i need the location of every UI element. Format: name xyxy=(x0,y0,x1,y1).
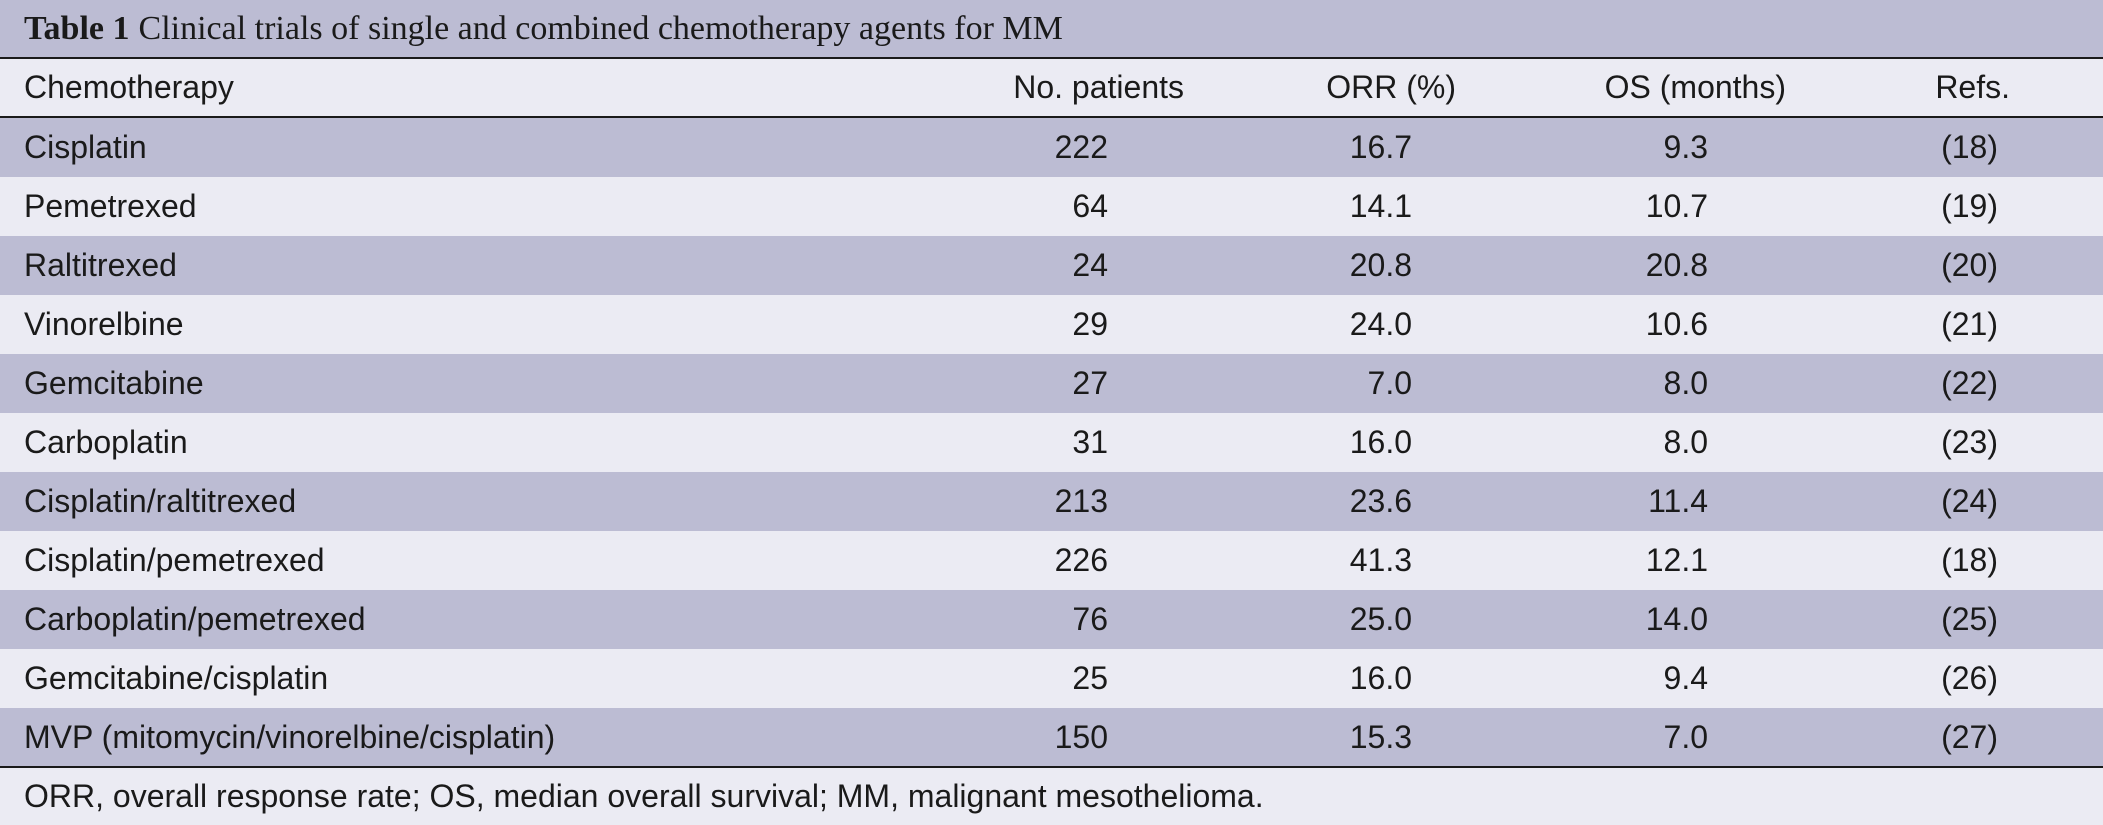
table-row: Carboplatin 31 16.0 8.0 (23) xyxy=(0,413,2103,472)
table-caption: Clinical trials of single and combined c… xyxy=(138,10,1063,47)
cell-chemotherapy: Raltitrexed xyxy=(24,247,177,283)
table-row: Cisplatin 222 16.7 9.3 (18) xyxy=(0,118,2103,177)
cell-chemotherapy: Gemcitabine/cisplatin xyxy=(24,660,329,696)
cell-patients: 25 xyxy=(1072,660,1108,696)
cell-patients: 213 xyxy=(1054,483,1108,519)
table-title-bar: Table 1 Clinical trials of single and com… xyxy=(0,0,2103,57)
table-label: Table 1 xyxy=(24,10,130,47)
cell-chemotherapy: Gemcitabine xyxy=(24,365,204,401)
cell-refs: (22) xyxy=(1941,365,1998,401)
cell-orr: 41.3 xyxy=(1349,542,1412,578)
cell-refs: (25) xyxy=(1941,601,1998,637)
table-row: Pemetrexed 64 14.1 10.7 (19) xyxy=(0,177,2103,236)
header-rule xyxy=(0,116,2103,118)
cell-chemotherapy: Vinorelbine xyxy=(24,306,184,342)
table-header-row: Chemotherapy No. patients ORR (%) OS (mo… xyxy=(0,59,2103,116)
table-row: Raltitrexed 24 20.8 20.8 (20) xyxy=(0,236,2103,295)
table-row: Carboplatin/pemetrexed 76 25.0 14.0 (25) xyxy=(0,590,2103,649)
cell-chemotherapy: MVP (mitomycin/vinorelbine/cisplatin) xyxy=(24,719,556,755)
cell-chemotherapy: Cisplatin/pemetrexed xyxy=(24,542,325,578)
cell-refs: (21) xyxy=(1941,306,1998,342)
table-title: Table 1 Clinical trials of single and com… xyxy=(24,6,1063,52)
cell-orr: 24.0 xyxy=(1349,306,1412,342)
table-row: Cisplatin/raltitrexed 213 23.6 11.4 (24) xyxy=(0,472,2103,531)
cell-patients: 150 xyxy=(1054,719,1108,755)
cell-os: 7.0 xyxy=(1663,719,1708,755)
cell-refs: (18) xyxy=(1941,129,1998,165)
cell-patients: 76 xyxy=(1072,601,1108,637)
cell-orr: 7.0 xyxy=(1367,365,1412,401)
cell-orr: 23.6 xyxy=(1349,483,1412,519)
cell-refs: (26) xyxy=(1941,660,1998,696)
cell-os: 12.1 xyxy=(1645,542,1708,578)
cell-patients: 226 xyxy=(1054,542,1108,578)
table-row: Gemcitabine 27 7.0 8.0 (22) xyxy=(0,354,2103,413)
table-row: MVP (mitomycin/vinorelbine/cisplatin) 150… xyxy=(0,708,2103,767)
cell-patients: 222 xyxy=(1054,129,1108,165)
cell-patients: 64 xyxy=(1072,188,1108,224)
cell-os: 8.0 xyxy=(1663,424,1708,460)
cell-orr: 16.0 xyxy=(1349,660,1412,696)
cell-orr: 16.0 xyxy=(1349,424,1412,460)
cell-orr: 20.8 xyxy=(1349,247,1412,283)
cell-patients: 29 xyxy=(1072,306,1108,342)
table-row: Vinorelbine 29 24.0 10.6 (21) xyxy=(0,295,2103,354)
cell-os: 9.3 xyxy=(1663,129,1708,165)
cell-chemotherapy: Pemetrexed xyxy=(24,188,197,224)
header-os: OS (months) xyxy=(1604,69,1786,105)
cell-refs: (18) xyxy=(1941,542,1998,578)
table-footnote: ORR, overall response rate; OS, median o… xyxy=(24,778,1264,814)
cell-patients: 31 xyxy=(1072,424,1108,460)
cell-patients: 27 xyxy=(1072,365,1108,401)
cell-os: 20.8 xyxy=(1645,247,1708,283)
cell-orr: 15.3 xyxy=(1349,719,1412,755)
header-patients: No. patients xyxy=(1013,69,1184,105)
cell-refs: (19) xyxy=(1941,188,1998,224)
cell-patients: 24 xyxy=(1072,247,1108,283)
cell-chemotherapy: Cisplatin xyxy=(24,129,147,165)
header-chemotherapy: Chemotherapy xyxy=(24,69,234,105)
cell-os: 8.0 xyxy=(1663,365,1708,401)
top-rule xyxy=(0,57,2103,59)
cell-chemotherapy: Cisplatin/raltitrexed xyxy=(24,483,297,519)
cell-os: 10.6 xyxy=(1645,306,1708,342)
table-row: Gemcitabine/cisplatin 25 16.0 9.4 (26) xyxy=(0,649,2103,708)
table-row: Cisplatin/pemetrexed 226 41.3 12.1 (18) xyxy=(0,531,2103,590)
cell-refs: (20) xyxy=(1941,247,1998,283)
header-orr: ORR (%) xyxy=(1326,69,1456,105)
cell-refs: (24) xyxy=(1941,483,1998,519)
cell-refs: (23) xyxy=(1941,424,1998,460)
cell-chemotherapy: Carboplatin/pemetrexed xyxy=(24,601,366,637)
cell-refs: (27) xyxy=(1941,719,1998,755)
header-refs: Refs. xyxy=(1935,69,2010,105)
cell-os: 11.4 xyxy=(1648,483,1708,519)
cell-os: 14.0 xyxy=(1645,601,1708,637)
cell-orr: 25.0 xyxy=(1349,601,1412,637)
cell-orr: 14.1 xyxy=(1349,188,1412,224)
cell-chemotherapy: Carboplatin xyxy=(24,424,188,460)
bottom-rule xyxy=(0,766,2103,768)
cell-orr: 16.7 xyxy=(1349,129,1412,165)
cell-os: 10.7 xyxy=(1645,188,1708,224)
cell-os: 9.4 xyxy=(1663,660,1708,696)
